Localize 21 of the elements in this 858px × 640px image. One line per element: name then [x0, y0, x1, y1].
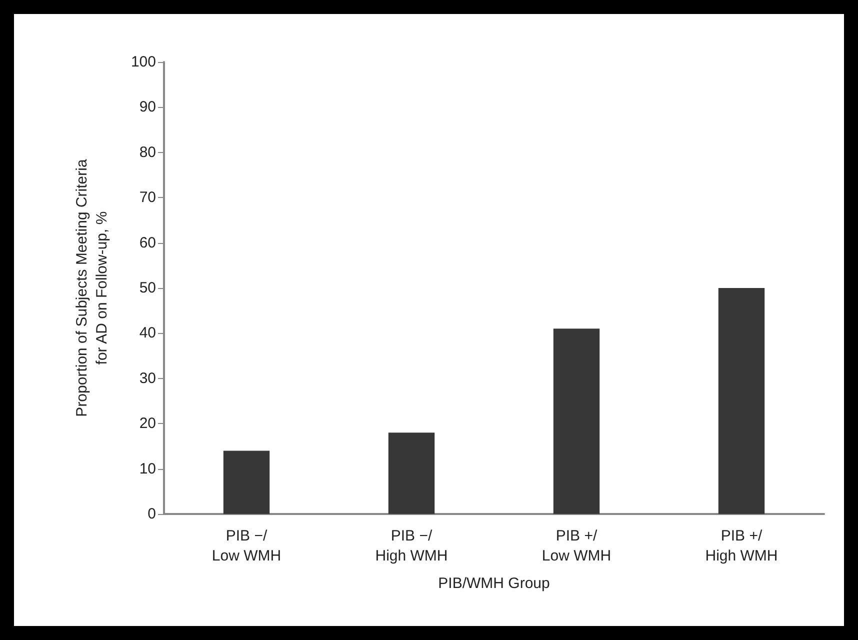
y-tick-label: 80 [139, 144, 156, 161]
x-axis-title: PIB/WMH Group [438, 575, 550, 592]
y-tick-label: 70 [139, 189, 156, 206]
y-tick-label: 40 [139, 324, 156, 342]
y-tick-label: 60 [139, 234, 156, 252]
y-tick-label: 20 [139, 415, 156, 432]
x-tick-label: PIB +/ High WMH [705, 528, 778, 564]
bar [718, 288, 765, 514]
y-axis-title: Proportion of Subjects Meeting Criteria for AD on Follow-up, % [74, 158, 110, 417]
y-tick-label: 90 [139, 98, 156, 116]
y-tick-label: 10 [139, 460, 156, 478]
y-tick-label: 0 [148, 506, 156, 522]
x-tick-label: PIB −/ Low WMH [212, 528, 282, 564]
bar [553, 328, 600, 514]
y-tick-label: 30 [139, 370, 156, 387]
bar [223, 450, 270, 514]
y-tick-label: 100 [130, 54, 156, 70]
x-tick-label: PIB +/ Low WMH [542, 528, 612, 564]
bar [388, 432, 435, 514]
y-tick-label: 50 [139, 280, 156, 296]
x-tick-label: PIB −/ High WMH [375, 528, 448, 564]
